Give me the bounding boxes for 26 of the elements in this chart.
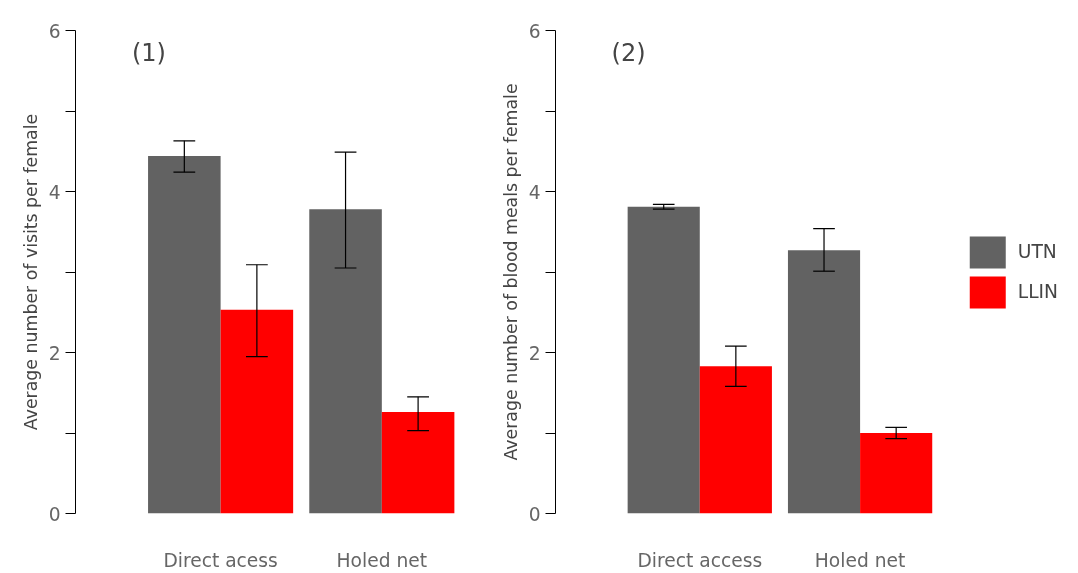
y-tick-label: 0 — [528, 503, 541, 525]
y-tick-label: 0 — [48, 503, 61, 525]
annotation: (1) — [131, 38, 166, 67]
legend-label: UTN — [1017, 241, 1057, 262]
y-axis-title: Average number of visits per female — [20, 113, 41, 431]
bar — [220, 309, 294, 514]
annotation: (2) — [611, 38, 646, 67]
x-tick-label: Direct access — [637, 549, 763, 571]
x-tick-label: Holed net — [336, 549, 428, 571]
bar — [787, 250, 861, 514]
y-tick-label: 2 — [528, 342, 541, 364]
y-tick-label: 2 — [48, 342, 61, 364]
y-tick-label: 6 — [48, 20, 61, 42]
bar — [699, 366, 772, 514]
x-tick-label: Holed net — [814, 549, 906, 571]
bar — [381, 412, 455, 514]
y-tick-label: 4 — [528, 181, 541, 203]
y-axis-title: Average number of blood meals per female — [500, 83, 521, 461]
x-tick-label: Direct acess — [163, 549, 278, 571]
legend-label: LLIN — [1017, 281, 1058, 302]
bar — [309, 209, 382, 514]
bar — [860, 433, 933, 514]
y-tick-label: 6 — [528, 20, 541, 42]
bar — [148, 156, 221, 514]
bar — [627, 206, 700, 514]
y-tick-label: 4 — [48, 181, 61, 203]
